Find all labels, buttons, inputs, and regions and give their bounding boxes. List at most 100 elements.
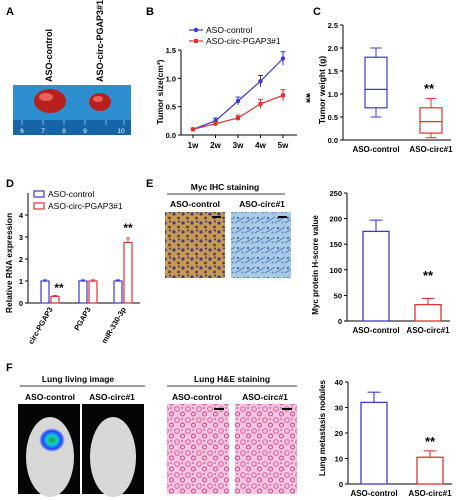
- legend-box-control: [33, 190, 45, 198]
- chart-b-significance: **: [299, 93, 310, 104]
- panel-a: ASO-control ASO-circ-PGAP3#1 6 7 8 9 10: [13, 0, 131, 135]
- chart-f-ylabel: Lung metastasis nodules: [318, 379, 327, 476]
- he-image-control: [167, 404, 229, 494]
- chart-d-ytick-label: 2: [19, 255, 23, 264]
- chart-c-ylabel: Tumor weight (g): [317, 56, 327, 124]
- group-label-treat: ASO-circ-PGAP3#1: [95, 0, 105, 82]
- mouse-treat: [90, 417, 136, 497]
- chart-f-bar-control: [360, 401, 388, 485]
- ruler-tick-7: 7: [41, 128, 45, 135]
- chart-b-point: [191, 127, 195, 132]
- chart-b-xtick-label: 4w: [255, 141, 266, 150]
- chart-b-legend: ASO-control ASO-circ-PGAP3#1: [189, 25, 281, 46]
- chart-c-xtick-label: ASO-circ#1: [409, 145, 453, 154]
- legend-label-control: ASO-control: [48, 189, 94, 199]
- chart-e-ytick-label: 50: [334, 291, 342, 300]
- chart-b-ytick-label: 1.0: [166, 74, 176, 83]
- chart-b-ylabel: Tumor size(cm³): [155, 59, 165, 124]
- chart-e-ytick-label: 100: [329, 266, 342, 275]
- chart-e-myc-hscore: Myc protein H-score value 0 50 100 150 200 25…: [311, 189, 450, 335]
- chart-e-bar-treat: [414, 303, 442, 322]
- chart-e-ylabel: Myc protein H-score value: [311, 215, 320, 315]
- tumor-treat-highlight: [93, 96, 103, 102]
- panel-f-he: Lung H&E staining ASO-control ASO-circ#1: [167, 374, 297, 494]
- group-label-control: ASO-control: [44, 29, 54, 82]
- legend-box-treat: [33, 202, 45, 210]
- chart-d-bar-treat: [123, 241, 133, 304]
- chart-e-ytick-label: 0: [338, 317, 342, 326]
- ruler-tick-9: 9: [83, 128, 87, 135]
- chart-c-significance: **: [424, 81, 435, 96]
- chart-c-ytick-label: 1.0: [328, 90, 338, 99]
- he-group-control: ASO-control: [172, 392, 222, 402]
- photo-ruler: [13, 120, 131, 135]
- chart-c-box: [419, 107, 443, 134]
- chart-e-bar-control: [362, 230, 390, 322]
- chart-b-point: [258, 101, 263, 106]
- chart-b-point: [258, 78, 263, 84]
- legend-label-treat: ASO-circ-PGAP3#1: [206, 36, 281, 46]
- legend-square-treat: [194, 39, 198, 43]
- legend-dot-control: [193, 27, 199, 33]
- luminescence-signal: [39, 428, 65, 452]
- chart-d-ytick-label: 0: [19, 299, 23, 308]
- panel-label-c: C: [313, 6, 321, 18]
- chart-d-xtick-label: miR-330-3p: [100, 305, 128, 345]
- chart-f-xtick-label: ASO-control: [350, 489, 397, 498]
- chart-b-xtick-label: 1w: [188, 141, 199, 150]
- chart-d-bar-control: [78, 280, 88, 304]
- chart-e-xtick-label: ASO-circ#1: [406, 326, 450, 335]
- lung-group-treat: ASO-circ#1: [89, 392, 135, 402]
- chart-d-sig-mir: **: [123, 221, 133, 235]
- chart-c-ytick-label: 1.5: [328, 67, 338, 76]
- chart-c-tumor-weight: Tumor weight (g) 0.0 0.5 1.0 1.5 2.0 2.5 ASO-c…: [317, 21, 453, 154]
- chart-b-ytick-label: 0.5: [166, 103, 176, 112]
- chart-f-lung-nodules: Lung metastasis nodules 0 10 20 30 40 ASO-con…: [318, 378, 452, 498]
- panel-label-e: E: [146, 178, 154, 190]
- ihc-scalebar-treat: [278, 216, 287, 218]
- chart-c-ytick-label: 0.0: [328, 136, 338, 145]
- legend-label-control: ASO-control: [206, 25, 252, 35]
- he-scalebar-control: [214, 408, 224, 410]
- ruler-tick-6: 6: [20, 128, 24, 135]
- he-scalebar-treat: [282, 408, 292, 410]
- he-image-treat: [235, 404, 297, 494]
- chart-c-ytick-label: 2.0: [328, 44, 338, 53]
- chart-d-ylabel: Relative RNA expression: [4, 213, 14, 313]
- chart-b-point: [281, 93, 285, 98]
- chart-e-ytick-label: 250: [329, 189, 342, 198]
- photo-ruler-ticks: [21, 120, 125, 125]
- chart-c-ytick-label: 2.5: [328, 21, 338, 30]
- ihc-image-control: [165, 212, 225, 278]
- tumor-control: [34, 89, 66, 113]
- chart-d-xtick-label: circ-PGAP3: [26, 306, 54, 346]
- tumor-treat: [89, 93, 111, 111]
- chart-c-box: [364, 56, 388, 109]
- panel-e-ihc: Myc IHC staining ASO-control ASO-circ#1: [165, 182, 291, 278]
- chart-e-xtick-label: ASO-control: [352, 326, 399, 335]
- chart-d-rna-expression: Relative RNA expression 0 1 2 3 4 circ-PGAP3 P…: [4, 189, 140, 346]
- panel-label-d: D: [6, 178, 14, 190]
- chart-b-point: [236, 116, 240, 120]
- chart-d-bar-treat: [50, 295, 60, 304]
- ruler-tick-8: 8: [62, 128, 66, 135]
- chart-c-ytick-label: 0.5: [328, 113, 338, 122]
- panel-label-a: A: [6, 6, 14, 18]
- chart-b-xtick-label: 3w: [233, 141, 244, 150]
- chart-f-xtick-label: ASO-circ#1: [408, 489, 452, 498]
- chart-b-ytick-label: 0.0: [166, 131, 176, 140]
- chart-b-point: [213, 121, 218, 126]
- chart-e-ytick-label: 200: [329, 215, 342, 224]
- chart-d-ytick-label: 3: [19, 233, 23, 242]
- ruler-tick-10: 10: [117, 128, 125, 135]
- chart-d-bar-control: [40, 280, 50, 304]
- panel-label-f: F: [6, 362, 13, 374]
- legend-label-treat: ASO-circ-PGAP3#1: [48, 201, 123, 211]
- panel-f-lung-living: Lung living image ASO-control ASO-circ#1: [18, 374, 145, 497]
- chart-f-bar-treat: [416, 456, 444, 485]
- chart-d-ytick-label: 4: [19, 211, 24, 220]
- chart-e-significance: **: [423, 268, 434, 283]
- chart-b-xtick-label: 5w: [278, 141, 289, 150]
- chart-f-ytick-label: 0: [339, 480, 343, 489]
- chart-d-legend: ASO-control ASO-circ-PGAP3#1: [33, 189, 123, 211]
